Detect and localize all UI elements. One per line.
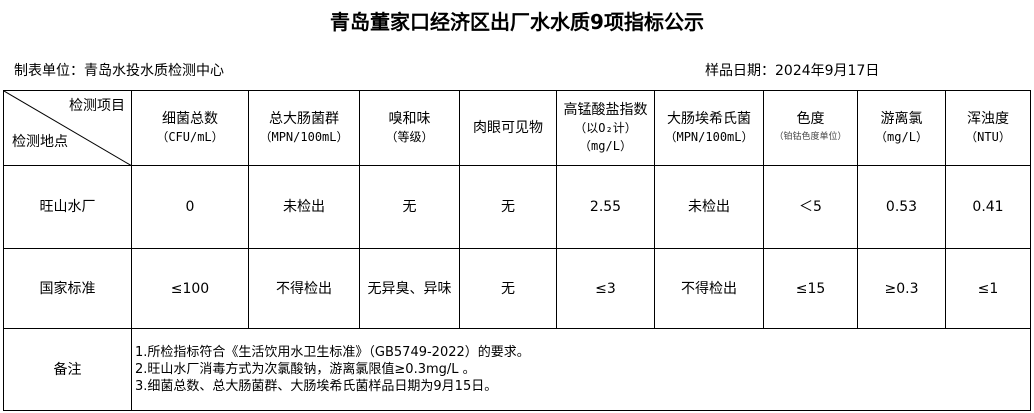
cell: ≤15 — [763, 248, 858, 329]
header-cell: 肉眼可见物 — [459, 90, 557, 166]
cell: 未检出 — [248, 165, 360, 249]
header-unit: （MPN/100mL） — [664, 130, 754, 144]
table-row: 国家标准 ≤100 不得检出 无异臭、异味 无 ≤3 不得检出 ≤15 ≥0.3… — [3, 248, 1031, 329]
cell: ≥0.3 — [857, 248, 946, 329]
cell: ≤100 — [131, 248, 249, 329]
header-cell: 大肠埃希氏菌 （MPN/100mL） — [654, 90, 764, 166]
header-cell: 色度 （铂钴色度单位） — [763, 90, 858, 166]
cell: 0 — [131, 165, 249, 249]
remark-item: 2.旺山水厂消毒方式为次氯酸钠，游离氯限值≥0.3mg/L 。 — [135, 362, 476, 377]
sample-date: 样品日期：2024年9月17日 — [705, 63, 880, 79]
remarks-cell: 1.所检指标符合《生活饮用水卫生标准》（GB5749-2022）的要求。 2.旺… — [131, 328, 1031, 411]
header-name: 嗅和味 — [388, 111, 431, 127]
header-name: 游离氯 — [880, 111, 923, 127]
cell: 0.53 — [857, 165, 946, 249]
cell: 无 — [459, 248, 557, 329]
cell: ≤1 — [945, 248, 1031, 329]
header-cell: 高锰酸盐指数 （以O₂计） （mg/L） — [556, 90, 655, 166]
water-quality-table: 检测项目 检测地点 细菌总数 （CFU/mL） 总大肠菌群 （MPN/100mL） … — [3, 90, 1031, 411]
diagonal-line — [4, 91, 132, 166]
header-name: 细菌总数 — [162, 111, 218, 127]
remarks-label: 备注 — [3, 328, 132, 411]
header-cell: 浑浊度 （NTU） — [945, 90, 1031, 166]
header-unit: （NTU） — [965, 130, 1011, 144]
cell: 2.55 — [556, 165, 655, 249]
header-unit: （等级） — [385, 130, 434, 144]
cell: 不得检出 — [654, 248, 764, 329]
page-title: 青岛董家口经济区出厂水水质9项指标公示 — [330, 10, 704, 34]
corner-top-label: 检测项目 — [69, 98, 125, 114]
header-name: 肉眼可见物 — [473, 120, 543, 136]
remark-item: 3.细菌总数、总大肠菌群、大肠埃希氏菌样品日期为9月15日。 — [135, 379, 498, 394]
cell: 无 — [459, 165, 557, 249]
corner-cell: 检测项目 检测地点 — [3, 90, 132, 166]
header-cell: 游离氯 （mg/L） — [857, 90, 946, 166]
header-cell: 细菌总数 （CFU/mL） — [131, 90, 249, 166]
header-name: 浑浊度 — [967, 111, 1009, 127]
cell: 未检出 — [654, 165, 764, 249]
header-name: 色度 — [796, 111, 825, 127]
header-name: 高锰酸盐指数 — [563, 102, 648, 118]
remarks-row: 备注 1.所检指标符合《生活饮用水卫生标准》（GB5749-2022）的要求。 … — [3, 328, 1031, 411]
row-label: 旺山水厂 — [3, 165, 132, 249]
cell: ≤3 — [556, 248, 655, 329]
header-unit: （CFU/mL） — [156, 130, 224, 144]
cell: 无异臭、异味 — [359, 248, 460, 329]
header-unit: （MPN/100mL） — [259, 130, 349, 144]
header-unit-2: （mg/L） — [579, 139, 632, 153]
remark-item: 1.所检指标符合《生活饮用水卫生标准》（GB5749-2022）的要求。 — [135, 345, 530, 360]
row-label: 国家标准 — [3, 248, 132, 329]
issuing-unit: 制表单位：青岛水投水质检测中心 — [14, 63, 224, 79]
cell: 0.41 — [945, 165, 1031, 249]
header-unit: （mg/L） — [875, 130, 928, 144]
cell: 不得检出 — [248, 248, 360, 329]
header-cell: 总大肠菌群 （MPN/100mL） — [248, 90, 360, 166]
corner-bottom-label: 检测地点 — [12, 134, 68, 150]
header-unit: （以O₂计） — [574, 121, 637, 135]
table-row: 旺山水厂 0 未检出 无 无 2.55 未检出 ＜5 0.53 0.41 — [3, 165, 1031, 249]
header-cell: 嗅和味 （等级） — [359, 90, 460, 166]
cell: 无 — [359, 165, 460, 249]
header-name: 总大肠菌群 — [269, 111, 339, 127]
cell: ＜5 — [763, 165, 858, 249]
header-unit: （铂钴色度单位） — [774, 132, 847, 142]
header-name: 大肠埃希氏菌 — [667, 111, 751, 127]
header-row: 检测项目 检测地点 细菌总数 （CFU/mL） 总大肠菌群 （MPN/100mL） … — [3, 90, 1031, 166]
